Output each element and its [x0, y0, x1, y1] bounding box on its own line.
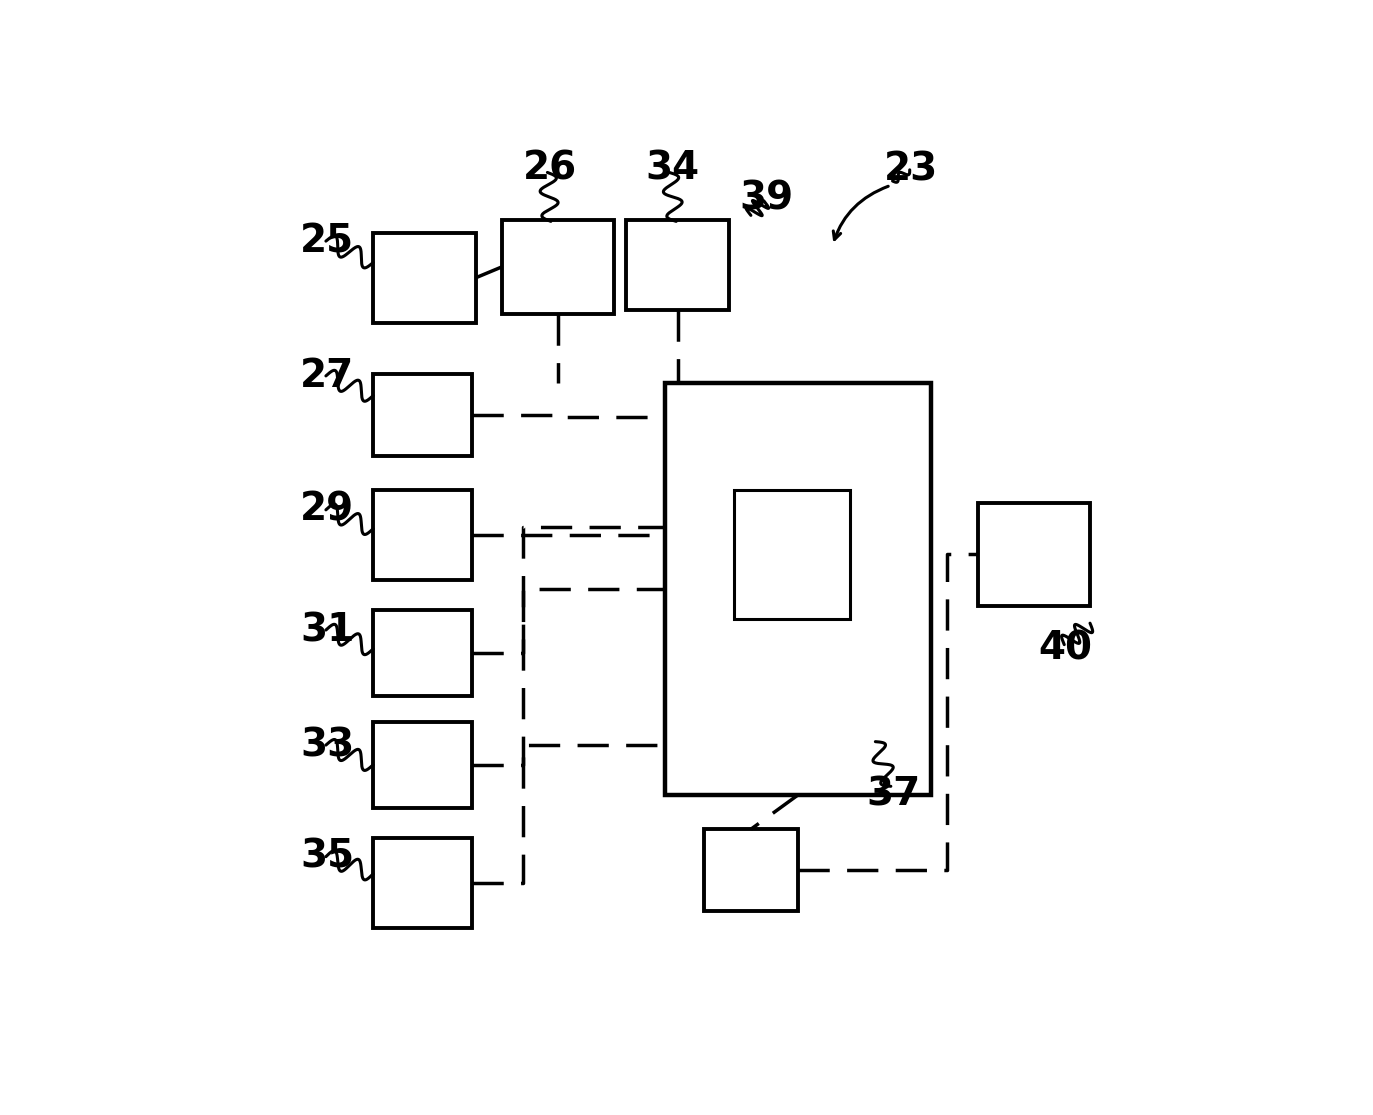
Bar: [373, 491, 472, 580]
Bar: [703, 830, 798, 911]
Text: 33: 33: [301, 726, 354, 764]
Text: 34: 34: [645, 149, 699, 187]
Text: 40: 40: [1038, 630, 1093, 668]
Text: 37: 37: [866, 776, 921, 814]
Bar: [733, 491, 850, 619]
Bar: [373, 610, 472, 696]
Text: 29: 29: [301, 491, 354, 529]
Bar: [503, 220, 614, 314]
Bar: [665, 382, 931, 795]
Text: 27: 27: [301, 357, 354, 395]
Text: 23: 23: [884, 151, 938, 188]
Text: 31: 31: [301, 611, 354, 649]
Bar: [626, 220, 729, 310]
Bar: [373, 837, 472, 928]
Text: 25: 25: [301, 222, 354, 260]
Text: 39: 39: [740, 180, 794, 217]
Bar: [373, 375, 472, 456]
Bar: [373, 721, 472, 807]
Text: 26: 26: [523, 149, 578, 187]
Bar: [979, 503, 1090, 605]
Text: 35: 35: [301, 837, 354, 875]
Bar: [373, 233, 476, 322]
